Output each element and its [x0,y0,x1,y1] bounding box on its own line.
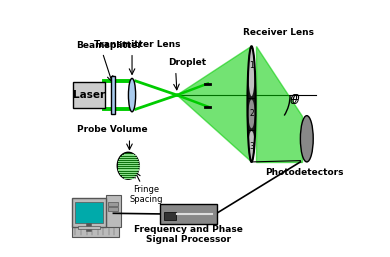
FancyBboxPatch shape [72,225,119,237]
Polygon shape [177,46,252,162]
Text: Transmitter Lens: Transmitter Lens [94,40,181,49]
Ellipse shape [300,116,313,162]
Text: $\theta$: $\theta$ [289,93,299,107]
Ellipse shape [117,152,139,179]
Text: Probe Volume: Probe Volume [78,125,148,134]
FancyBboxPatch shape [106,195,121,227]
Polygon shape [256,46,301,162]
Ellipse shape [248,47,255,161]
FancyBboxPatch shape [72,198,106,227]
Text: Beamsplitter: Beamsplitter [76,41,142,50]
Text: 3: 3 [249,142,254,151]
Text: Fringe
Spacing: Fringe Spacing [129,185,163,204]
Text: Droplet: Droplet [168,58,206,67]
FancyBboxPatch shape [75,202,103,223]
Text: Receiver Lens: Receiver Lens [243,28,314,37]
Text: $\theta$: $\theta$ [291,93,300,107]
Text: Frequency and Phase
Signal Processor: Frequency and Phase Signal Processor [134,225,243,244]
FancyBboxPatch shape [160,204,217,224]
Bar [78,226,100,229]
FancyBboxPatch shape [164,212,176,220]
FancyBboxPatch shape [73,82,105,108]
Text: Laser: Laser [73,90,105,100]
Ellipse shape [248,99,255,128]
Bar [108,207,118,211]
Text: Photodetectors: Photodetectors [265,168,344,177]
Ellipse shape [248,48,255,96]
Text: 1: 1 [249,61,254,70]
Ellipse shape [248,131,255,161]
Ellipse shape [128,78,136,112]
Bar [108,202,118,206]
Text: 2: 2 [249,109,254,118]
Bar [112,76,115,114]
